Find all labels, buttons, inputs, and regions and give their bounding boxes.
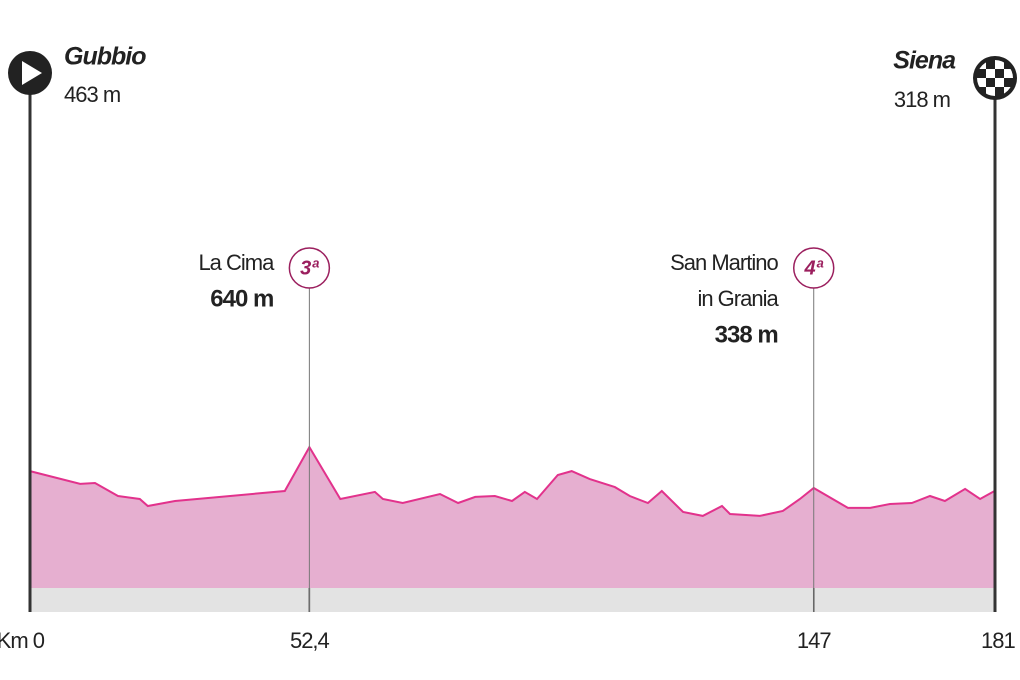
x-tick-label: 181 xyxy=(981,628,1015,653)
climb-name: San Martino xyxy=(670,250,778,275)
climb-category: 4ª xyxy=(803,257,823,279)
finish-elevation: 318 m xyxy=(894,87,950,112)
climb-name: in Grania xyxy=(697,286,779,311)
x-tick-label: 52,4 xyxy=(290,628,330,653)
profile-line xyxy=(29,445,996,517)
climb-elevation: 640 m xyxy=(210,285,273,312)
profile-area xyxy=(30,447,995,588)
base-band xyxy=(30,588,995,612)
climb-category: 3ª xyxy=(300,257,319,279)
start-name: Gubbio xyxy=(64,43,146,71)
x-tick-label: Km 0 xyxy=(0,628,45,653)
x-tick-label: 147 xyxy=(797,628,831,653)
climb-elevation: 338 m xyxy=(715,321,778,348)
climb-badge xyxy=(792,247,835,289)
climb-badge xyxy=(288,247,331,289)
finish-icon xyxy=(973,56,1017,100)
start-icon xyxy=(8,51,52,95)
finish-name: Siena xyxy=(893,47,956,75)
start-elevation: 463 m xyxy=(64,82,120,107)
climb-name: La Cima xyxy=(198,250,275,275)
